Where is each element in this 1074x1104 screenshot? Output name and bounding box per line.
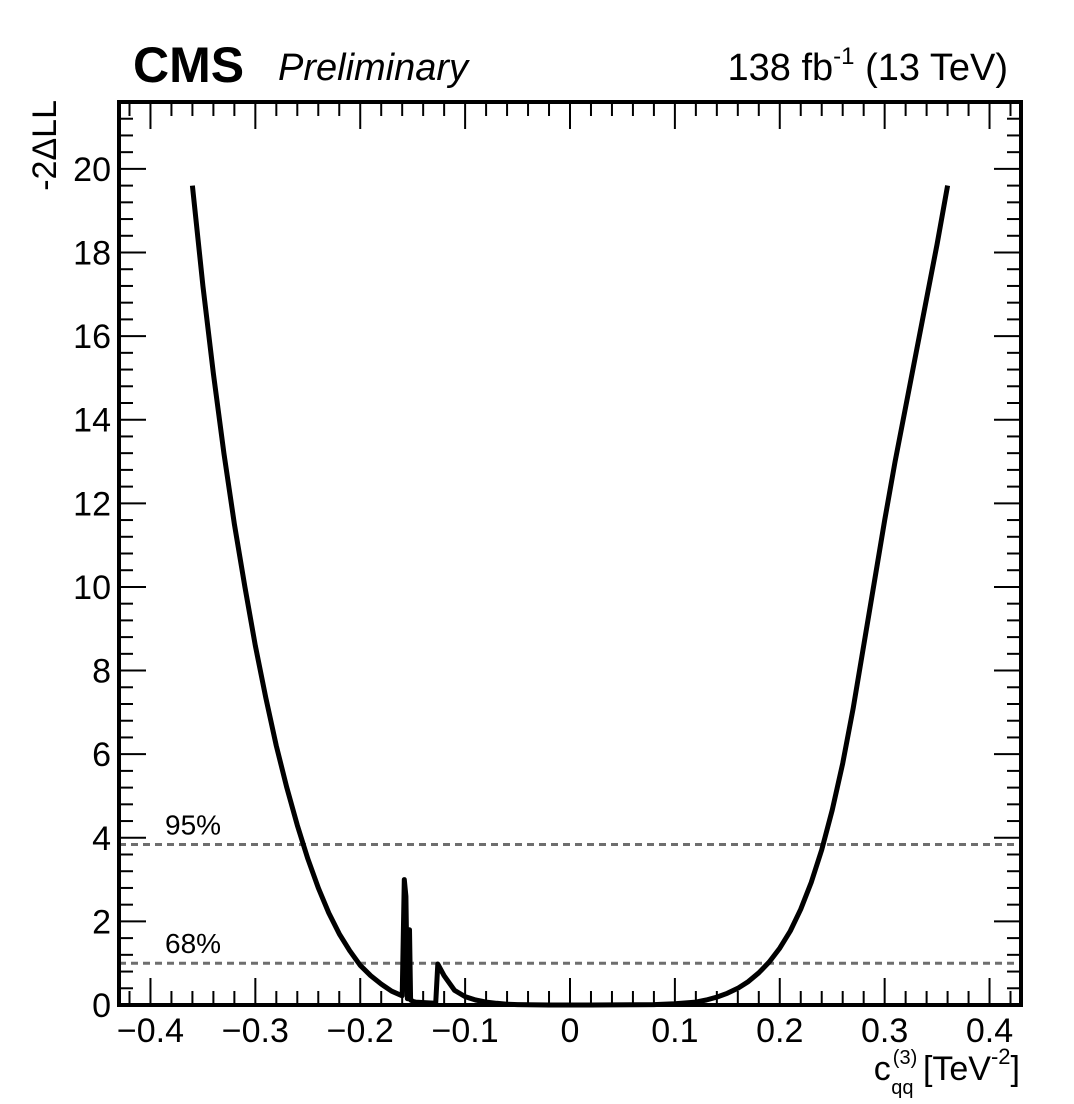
- y-tick-label: 0: [92, 987, 111, 1025]
- x-axis-label: c (3) qq [TeV-2]: [874, 1044, 1020, 1099]
- x-label-subscript: qq: [891, 1077, 913, 1099]
- x-tick-label: −0.4: [117, 1012, 184, 1050]
- x-tick-label: 0.2: [756, 1012, 803, 1050]
- threshold-label: 68%: [165, 928, 221, 959]
- y-tick-label: 16: [73, 318, 111, 356]
- x-tick-label: 0: [561, 1012, 580, 1050]
- lumi-exponent: -1: [833, 43, 854, 70]
- x-tick-label: 0.4: [966, 1012, 1013, 1050]
- y-tick-label: 8: [92, 653, 111, 691]
- y-tick-label: 14: [73, 402, 111, 440]
- threshold-label: 95%: [165, 809, 221, 840]
- y-tick-label: 6: [92, 736, 111, 774]
- reference-lines: 95% 68%: [119, 809, 1021, 965]
- tick-labels: −0.4 −0.3 −0.2 −0.1 0 0.1 0.2 0.3 0.4 0 2 4 6 8 10 12 14…: [73, 151, 1013, 1050]
- y-tick-label: 12: [73, 485, 111, 523]
- x-label-unit: [TeV: [914, 1050, 992, 1088]
- y-tick-label: 4: [92, 820, 111, 858]
- x-label-unit-exponent: -2: [991, 1044, 1011, 1069]
- experiment-label: CMS: [133, 37, 244, 93]
- y-axis-label: -2ΔLL: [26, 100, 64, 191]
- energy-label: (13 TeV): [855, 47, 1008, 89]
- lumi-value: 138 fb: [728, 47, 834, 89]
- status-label: Preliminary: [278, 47, 470, 89]
- x-label-symbol: c: [874, 1050, 891, 1088]
- x-tick-label: −0.3: [222, 1012, 289, 1050]
- y-tick-label: 2: [92, 903, 111, 941]
- y-tick-label: 20: [73, 151, 111, 189]
- x-tick-label: 0.3: [861, 1012, 908, 1050]
- likelihood-curve: [189, 185, 951, 1008]
- luminosity-label: 138 fb-1 (13 TeV): [728, 43, 1008, 89]
- x-tick-label: −0.2: [327, 1012, 394, 1050]
- y-tick-label: 10: [73, 569, 111, 607]
- data-series: [189, 185, 951, 1008]
- x-tick-label: −0.1: [432, 1012, 499, 1050]
- axis-ticks: [119, 101, 1021, 1006]
- plot-frame: [117, 100, 1023, 1007]
- x-label-superscript: (3): [893, 1047, 917, 1069]
- x-label-unit-close: ]: [1011, 1050, 1020, 1088]
- x-tick-label: 0.1: [651, 1012, 698, 1050]
- y-tick-label: 18: [73, 235, 111, 273]
